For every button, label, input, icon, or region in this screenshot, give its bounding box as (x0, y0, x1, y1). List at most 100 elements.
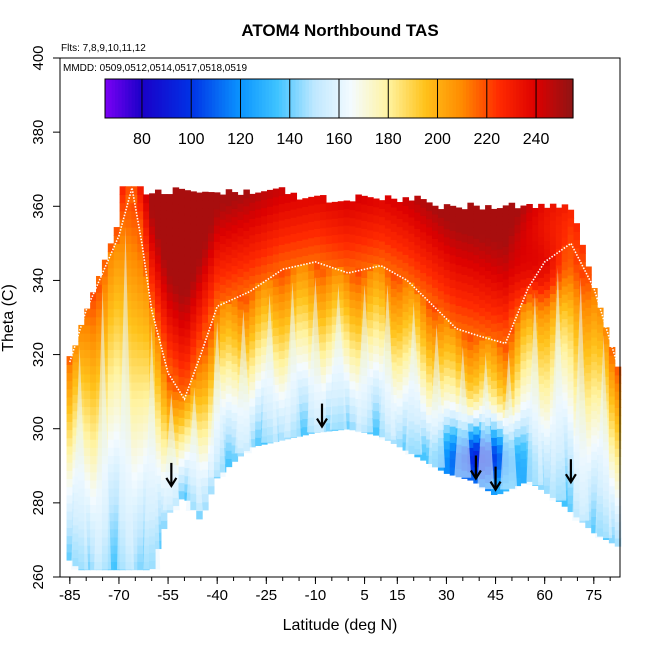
heat-cell (591, 402, 598, 411)
heat-cell (84, 357, 91, 367)
heat-cell (154, 377, 162, 386)
heat-cell (549, 268, 557, 278)
heat-cell (343, 257, 351, 267)
heat-cell (538, 269, 545, 278)
heat-cell (160, 283, 168, 293)
heat-cell (284, 324, 292, 334)
profile-track (284, 281, 301, 438)
heat-cell (420, 378, 427, 388)
heat-cell (190, 240, 197, 250)
heat-cell (602, 343, 610, 353)
heat-cell (485, 254, 492, 263)
heat-cell (255, 420, 262, 430)
heat-cell (261, 362, 268, 372)
heat-cell (485, 368, 492, 377)
heat-cell (184, 247, 191, 257)
heat-cell (561, 277, 569, 287)
heat-cell (455, 272, 463, 282)
heat-cell (278, 268, 286, 278)
heat-cell (208, 371, 215, 381)
heat-cell (467, 259, 474, 269)
heat-cell (184, 426, 191, 436)
heat-cell (137, 512, 144, 522)
colorbar-swatch (372, 79, 377, 118)
heat-cell (266, 206, 274, 215)
heat-cell (490, 429, 498, 438)
heat-cell (266, 271, 274, 281)
heat-cell (178, 237, 186, 247)
heat-cell (137, 390, 144, 399)
heat-cell (137, 398, 144, 408)
heat-cell (514, 420, 522, 430)
heat-cell (202, 330, 209, 340)
heat-cell (237, 251, 244, 261)
heat-cell (119, 186, 127, 196)
heat-cell (213, 216, 221, 226)
heat-cell (549, 260, 557, 270)
heat-cell (355, 202, 362, 212)
heat-cell (567, 226, 575, 235)
heat-cell (160, 463, 168, 472)
heat-cell (449, 303, 457, 313)
heat-cell (449, 205, 457, 215)
heat-cell (231, 249, 239, 258)
heat-cell (467, 227, 474, 236)
heat-cell (520, 278, 527, 288)
heat-cell (255, 323, 262, 332)
heat-cell (555, 224, 563, 233)
heat-cell (355, 235, 362, 245)
heat-cell (278, 252, 286, 262)
heat-cell (107, 455, 115, 465)
heat-cell (137, 520, 144, 530)
heat-cell (113, 365, 121, 375)
heat-cell (544, 256, 551, 266)
heat-cell (443, 408, 451, 417)
heat-cell (249, 397, 256, 407)
heat-cell (302, 336, 309, 346)
heat-cell (190, 387, 197, 396)
heat-cell (119, 284, 127, 293)
heat-cell (514, 314, 522, 323)
colorbar-swatch (295, 79, 300, 118)
heat-cell (544, 370, 551, 380)
heat-cell (154, 311, 162, 321)
heat-cell (373, 288, 380, 297)
heat-cell (72, 369, 79, 379)
heat-cell (561, 432, 569, 442)
heat-cell (178, 449, 186, 459)
heat-cell (278, 301, 286, 311)
heat-cell (219, 219, 227, 228)
heat-cell (420, 305, 427, 314)
heat-cell (520, 474, 527, 484)
heat-cell (414, 309, 421, 319)
heat-cell (426, 202, 433, 212)
heat-cell (143, 300, 150, 310)
heat-cell (184, 296, 191, 305)
heat-cell (113, 463, 121, 473)
heat-cell (131, 284, 138, 293)
heat-cell (308, 245, 315, 255)
heat-cell (278, 334, 286, 343)
heat-cell (349, 372, 356, 382)
heat-cell (160, 226, 168, 236)
heat-cell (84, 324, 91, 334)
heat-cell (308, 327, 315, 337)
heat-cell (396, 234, 404, 244)
heat-cell (473, 434, 480, 443)
heat-cell (561, 236, 569, 246)
heat-cell (367, 278, 374, 288)
heat-cell (208, 240, 215, 250)
heat-cell (614, 529, 622, 539)
heat-cell (373, 386, 380, 395)
heat-cell (113, 235, 121, 244)
heat-cell (208, 257, 215, 267)
heat-cell (166, 202, 174, 211)
heat-cell (137, 365, 144, 375)
heat-cell (325, 414, 333, 424)
heat-cell (113, 422, 121, 432)
heat-cell (113, 512, 121, 522)
heat-cell (314, 301, 321, 311)
heat-cell (278, 342, 286, 351)
heat-cell (549, 301, 557, 311)
heat-cell (390, 369, 398, 379)
